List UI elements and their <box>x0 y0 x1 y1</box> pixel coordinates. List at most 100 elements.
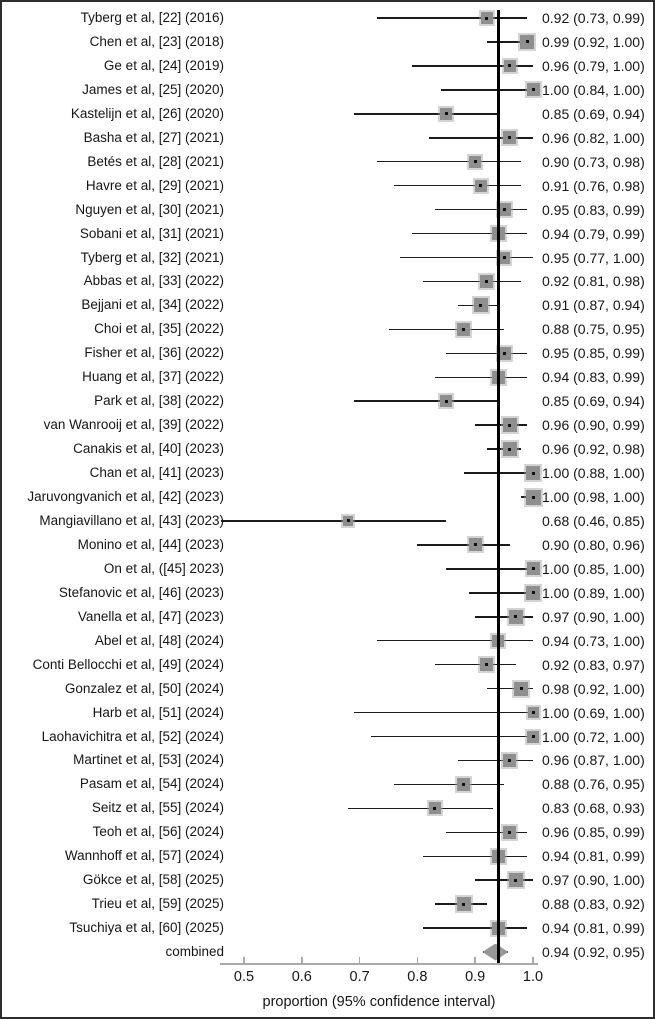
confidence-interval-line <box>348 807 493 810</box>
estimate-value: 0.88 (0.76, 0.95) <box>542 776 645 793</box>
estimate-value: 0.96 (0.85, 0.99) <box>542 824 645 841</box>
estimate-dot <box>508 64 512 68</box>
confidence-interval-line <box>434 376 528 378</box>
study-label: Canakis et al, [40] (2023) <box>73 441 224 457</box>
estimate-value: 0.83 (0.68, 0.93) <box>542 800 645 817</box>
x-axis-line <box>220 963 538 965</box>
study-label: Harb et al, [51] (2024) <box>92 704 224 720</box>
estimate-dot <box>531 711 535 715</box>
confidence-interval-line <box>446 568 533 570</box>
estimate-square <box>518 32 537 51</box>
estimate-dot <box>502 256 506 259</box>
study-label: Stefanovic et al, [46] (2023) <box>58 584 224 600</box>
combined-diamond <box>482 943 509 961</box>
study-label: Chen et al, [23] (2018) <box>89 33 224 49</box>
estimate-square <box>495 201 513 219</box>
estimate-dot <box>444 399 448 403</box>
estimate-value: 0.92 (0.81, 0.98) <box>542 273 645 290</box>
estimate-dot <box>502 208 506 212</box>
confidence-interval-line <box>428 137 533 139</box>
study-label: Martinet et al, [53] (2024) <box>73 752 224 768</box>
estimate-square <box>472 177 489 194</box>
study-label: Chan et al, [41] (2023) <box>89 465 224 481</box>
estimate-dot <box>479 303 483 307</box>
axis-tick-label: 0.5 <box>233 969 255 985</box>
confidence-interval-line <box>394 783 505 786</box>
study-label: Havre et al, [29] (2021) <box>85 177 224 193</box>
estimate-square <box>455 320 473 338</box>
estimate-dot <box>519 687 523 691</box>
estimate-dot <box>479 184 483 188</box>
estimate-square <box>471 296 490 315</box>
estimate-value: 1.00 (0.72, 1.00) <box>542 728 645 745</box>
study-label: Betés et al, [28] (2021) <box>87 153 224 169</box>
estimate-value: 0.96 (0.79, 1.00) <box>542 57 645 74</box>
estimate-dot <box>508 423 512 427</box>
confidence-interval-line <box>423 927 528 929</box>
study-label: Gökce et al, [58] (2025) <box>82 872 224 888</box>
estimate-dot <box>531 735 535 738</box>
estimate-value: 0.98 (0.92, 1.00) <box>542 680 645 697</box>
estimate-value: 0.97 (0.90, 1.00) <box>542 608 645 625</box>
estimate-square <box>525 728 541 745</box>
estimate-value: 0.92 (0.83, 0.97) <box>542 656 645 673</box>
combined-label: combined <box>165 944 224 960</box>
axis-tick-label: 0.7 <box>349 969 370 985</box>
confidence-interval-line <box>400 256 533 259</box>
study-label: Bejjani et al, [34] (2022) <box>81 297 224 313</box>
estimate-square <box>524 583 542 602</box>
axis-tick <box>358 957 361 963</box>
estimate-dot <box>508 136 512 140</box>
confidence-interval-line <box>376 160 522 163</box>
estimate-square <box>506 607 525 626</box>
study-label: van Wanrooij et al, [39] (2022) <box>43 417 224 433</box>
estimate-square <box>500 440 519 459</box>
estimate-dot <box>508 758 512 762</box>
estimate-value: 0.90 (0.73, 0.98) <box>542 153 645 170</box>
estimate-value: 0.91 (0.76, 0.98) <box>542 177 645 194</box>
estimate-value: 0.94 (0.83, 0.99) <box>542 369 645 386</box>
estimate-dot <box>502 351 506 355</box>
study-label: Mangiavillano et al, [43] (2023) <box>39 512 224 528</box>
study-label: Jaruvongvanich et al, [42] (2023) <box>27 489 224 504</box>
estimate-value: 1.00 (0.98, 1.00) <box>542 489 645 505</box>
estimate-dot <box>462 782 466 786</box>
confidence-interval-line <box>371 735 533 738</box>
estimate-square <box>341 513 356 528</box>
study-label: Tyberg et al, [32] (2021) <box>80 249 224 265</box>
estimate-square <box>524 560 542 578</box>
estimate-value: 0.95 (0.83, 0.99) <box>542 201 645 218</box>
estimate-square <box>524 81 542 99</box>
study-label: Kastelijn et al, [26] (2020) <box>70 105 224 121</box>
confidence-interval-line <box>220 520 447 522</box>
confidence-interval-line <box>469 592 533 594</box>
estimate-square <box>524 464 542 483</box>
confidence-interval-line <box>486 41 533 43</box>
study-label: Ge et al, [24] (2019) <box>103 57 224 73</box>
estimate-square <box>500 416 519 435</box>
axis-tick-label: 0.8 <box>407 969 428 985</box>
estimate-dot <box>514 878 518 882</box>
estimate-dot <box>514 615 518 619</box>
estimate-square <box>454 895 473 914</box>
axis-tick-label: 1.0 <box>522 969 544 985</box>
study-label: Nguyen et al, [30] (2021) <box>75 201 224 217</box>
estimate-dot <box>508 830 512 834</box>
estimate-value: 1.00 (0.84, 1.00) <box>542 81 645 98</box>
estimate-value: 0.96 (0.92, 0.98) <box>542 441 645 458</box>
confidence-interval-line <box>475 424 528 426</box>
study-label: Fisher et al, [36] (2022) <box>84 345 224 361</box>
axis-tick <box>532 957 534 963</box>
estimate-dot <box>531 471 535 475</box>
confidence-interval-line <box>353 400 499 402</box>
study-label: Monino et al, [44] (2023) <box>77 536 224 552</box>
estimate-dot <box>473 543 477 547</box>
estimate-square <box>525 705 541 721</box>
estimate-dot <box>433 806 437 810</box>
estimate-dot <box>485 16 489 20</box>
study-label: Gonzalez et al, [50] (2024) <box>64 680 224 696</box>
study-label: Wannhoff et al, [57] (2024) <box>64 848 224 864</box>
estimate-square <box>523 487 543 507</box>
study-label: Teoh et al, [56] (2024) <box>92 824 224 840</box>
vertical-reference-line <box>497 10 500 963</box>
